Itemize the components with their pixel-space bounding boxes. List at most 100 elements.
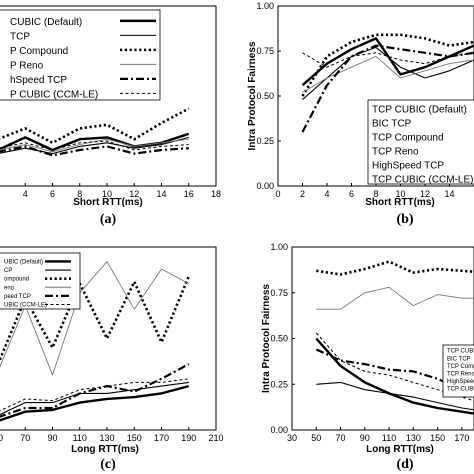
series-line-tcp-compound — [301, 33, 474, 97]
legend-label: UBIC (CCM-LE) — [4, 302, 47, 308]
legend-label: TCP CUBI — [447, 349, 474, 355]
series-line-tcp-cubic-default — [0, 384, 190, 422]
series-group — [0, 261, 191, 422]
y-tick-label: 0.75 — [256, 46, 274, 56]
x-tick-label: 170 — [454, 433, 469, 443]
series-line-bic-tcp — [0, 381, 189, 416]
legend-label: P Compound — [10, 46, 68, 57]
legend-label: CP — [4, 268, 12, 274]
legend-box — [367, 99, 474, 185]
y-tick-label: 0.50 — [270, 334, 288, 344]
legend-label: HighSpeed TCP — [372, 161, 444, 172]
x-tick-label: 130 — [406, 433, 421, 443]
panel-label: (c) — [100, 457, 116, 472]
legend-b: TCP CUBIC (Default) BIC TCP TCP Compound TC… — [367, 99, 474, 186]
chart-b: 0 2 4 6 8 10 12 14 0.00 0.25 0.50 0.75 1.00 Short RTT… — [247, 1, 474, 227]
x-tick-label: 190 — [181, 433, 196, 443]
legend-label: eno — [4, 285, 15, 291]
x-tick-label: 14 — [444, 189, 454, 199]
x-tick-label: 90 — [360, 433, 370, 443]
legend-c: UBIC (Default) CP ompound eno peed TCP UBIC (… — [0, 252, 81, 310]
legend-label: P Reno — [10, 60, 44, 71]
x-tick-label: 6 — [50, 189, 55, 199]
x-tick-label: 30 — [287, 433, 297, 443]
y-tick-label: 0.00 — [256, 181, 274, 191]
series-line-tcp-cubic-default — [301, 37, 474, 87]
x-tick-label: 210 — [208, 433, 223, 443]
x-axis-label: Long RTT(ms) — [71, 444, 139, 455]
x-tick-label: 70 — [336, 433, 346, 443]
x-tick-label: 0 — [275, 189, 280, 199]
series-line-tcp-compound — [0, 107, 190, 145]
x-tick-label: 12 — [129, 189, 139, 199]
legend-label: hSpeed TCP — [10, 75, 67, 86]
x-tick-label: 8 — [373, 189, 378, 199]
x-tick-label: 10 — [395, 189, 405, 199]
x-tick-label: 14 — [156, 189, 166, 199]
legend-label: ompound — [4, 277, 29, 283]
series-line-tcp-compound — [316, 260, 474, 276]
x-tick-label: 8 — [77, 189, 82, 199]
legend-label: TCP Compound — [372, 133, 444, 144]
x-tick-label: 16 — [184, 189, 194, 199]
x-tick-label: 18 — [211, 189, 221, 199]
x-tick-label: 110 — [382, 433, 396, 443]
chart-c: 50 70 90 110 130 150 170 190 210 Long RTT(ms) (c) U… — [0, 246, 224, 472]
x-axis-label: Short RTT(ms) — [73, 197, 142, 208]
series-line-tcp-reno — [316, 286, 474, 310]
plot-frame-d — [291, 246, 474, 431]
legend-label: peed TCP — [4, 294, 31, 300]
legend-label: CUBIC (Default) — [10, 17, 82, 28]
series-line-bic-tcp — [316, 381, 474, 411]
y-tick-label: 0.25 — [256, 136, 274, 146]
panel-label: (d) — [396, 457, 413, 472]
series-line-tcp-cubic-ccm-le — [0, 378, 189, 412]
x-tick-label: 170 — [154, 433, 169, 443]
y-tick-label: 0.75 — [270, 288, 288, 298]
chart-d: 30 50 70 90 110 130 150 170 0.00 0.25 0.50 0.75 1.00… — [261, 242, 474, 472]
x-tick-label: 130 — [99, 433, 114, 443]
y-tick-label: 0.50 — [256, 91, 274, 101]
x-tick-label: 70 — [20, 433, 30, 443]
y-tick-label: 0.00 — [270, 425, 288, 435]
legend-label: TCP CUBIC — [447, 387, 474, 393]
legend-box — [0, 9, 161, 101]
series-line-highspeed-tcp — [0, 363, 190, 418]
y-axis-label: Intra Protocol Fairness — [261, 284, 272, 393]
x-tick-label: 4 — [23, 189, 28, 199]
y-tick-label: 0.25 — [270, 379, 288, 389]
series-line-tcp-reno — [0, 138, 189, 153]
x-axis-label: Short RTT(ms) — [365, 197, 434, 208]
legend-label: TCP — [10, 31, 30, 42]
legend-label: BIC TCP — [447, 356, 471, 362]
legend-label: HighSpeed — [447, 379, 474, 385]
series-line-tcp-cubic-default — [315, 337, 474, 415]
x-tick-label: 4 — [324, 189, 329, 199]
series-line-tcp-reno — [302, 55, 474, 93]
x-tick-label: 12 — [420, 189, 430, 199]
x-tick-label: 50 — [311, 433, 321, 443]
legend-label: TCP CUBIC (Default) — [372, 105, 467, 116]
series-line-tcp-reno — [0, 261, 190, 376]
x-tick-label: 10 — [102, 189, 112, 199]
x-tick-label: 6 — [349, 189, 354, 199]
x-tick-label: 2 — [0, 189, 1, 199]
x-tick-label: 90 — [47, 433, 57, 443]
series-group — [301, 33, 474, 133]
legend-label: UBIC (Default) — [4, 259, 43, 265]
legend-label: TCP Compo — [447, 364, 474, 370]
y-tick-label: 1.00 — [256, 1, 274, 11]
legend-label: TCP Reno — [447, 372, 474, 378]
legend-label: BIC TCP — [372, 119, 412, 130]
legend-label: TCP Reno — [372, 147, 419, 158]
y-tick-label: 1.00 — [270, 242, 288, 252]
x-tick-label: 110 — [73, 433, 87, 443]
series-line-bic-tcp — [302, 46, 474, 101]
x-axis-label: Long RTT(ms) — [366, 444, 434, 455]
legend-a: CUBIC (Default) TCP P Compound P Reno hSpeed… — [0, 9, 161, 101]
x-tick-label: 50 — [0, 433, 3, 443]
series-line-highspeed-tcp — [301, 44, 474, 133]
series-group — [0, 107, 190, 157]
